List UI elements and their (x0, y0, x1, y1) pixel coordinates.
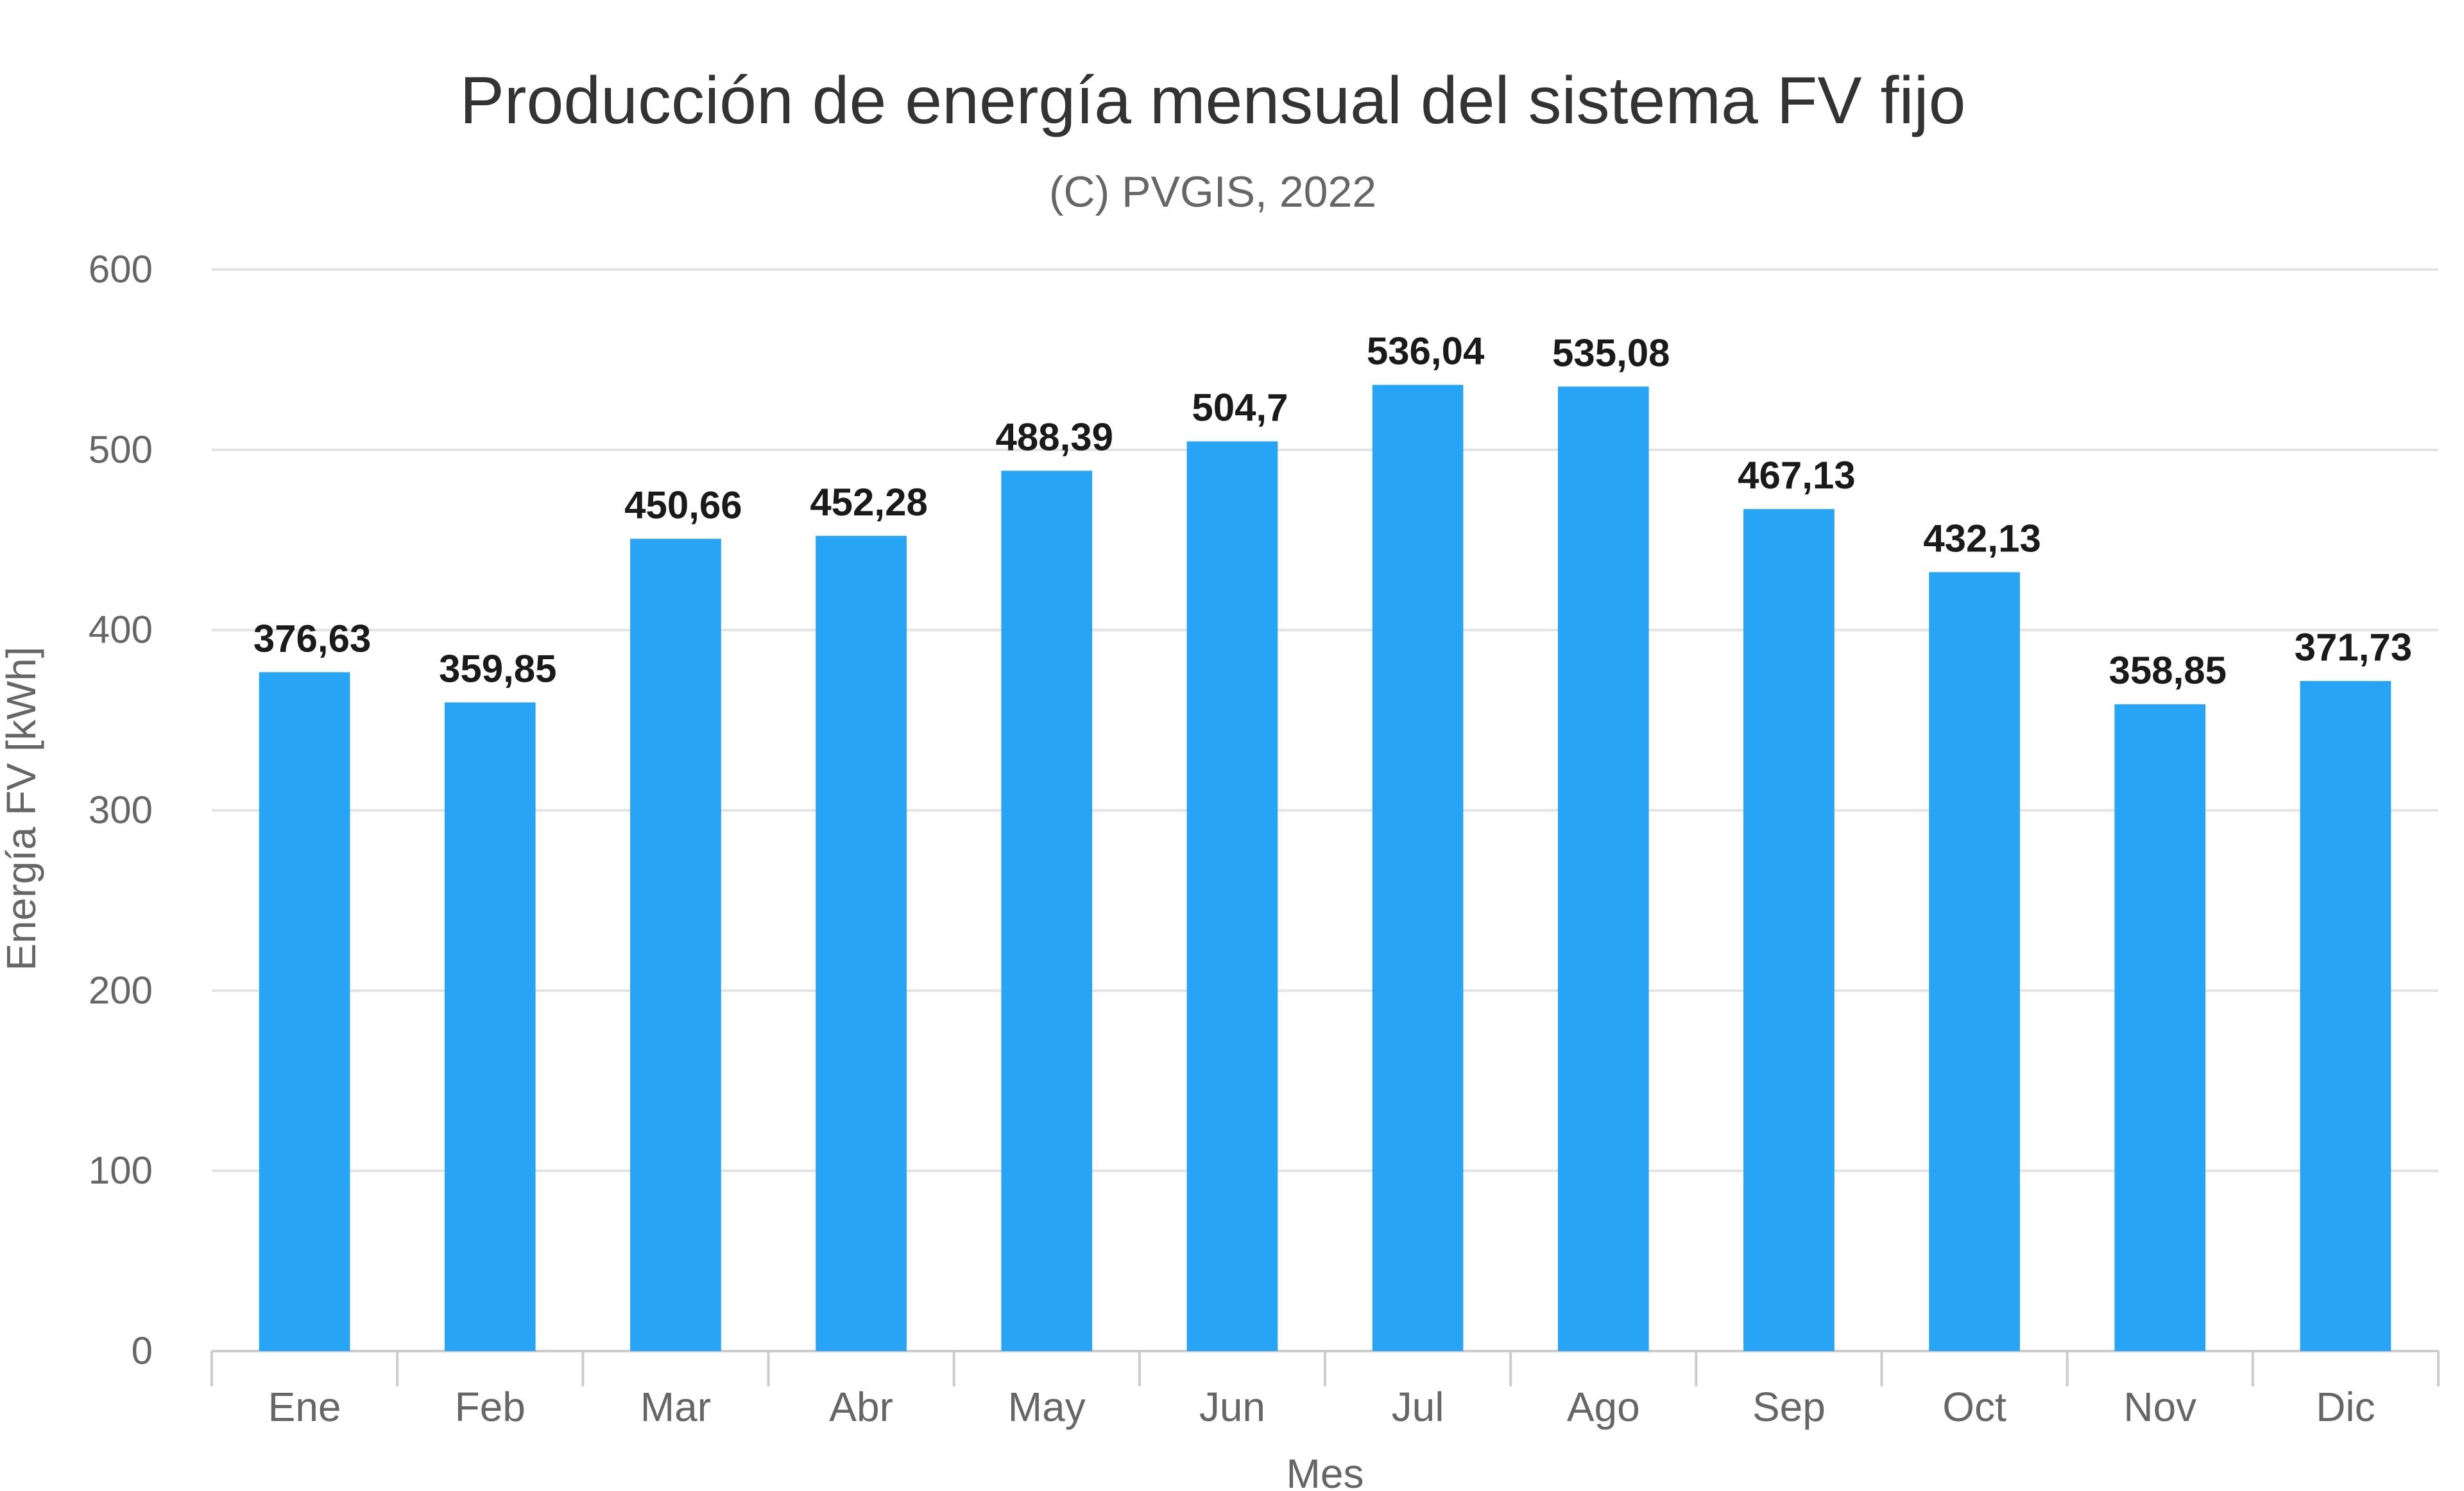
x-tick-label-may: May (1008, 1384, 1086, 1430)
bar-may (1001, 470, 1093, 1351)
data-label-dic: 371,73 (2295, 626, 2413, 669)
y-tick-label: 600 (89, 248, 153, 291)
x-tick-label-abr: Abr (829, 1384, 893, 1430)
data-label-sep: 467,13 (1738, 454, 1856, 497)
chart-title: Producción de energía mensual del sistem… (459, 64, 1965, 138)
data-label-ago: 535,08 (1552, 331, 1670, 374)
x-tick-label-ene: Ene (268, 1384, 341, 1430)
data-label-abr: 452,28 (810, 481, 928, 524)
data-label-mar: 450,66 (624, 483, 742, 526)
y-axis-ticks: 0 100 200 300 400 500 600 (89, 248, 153, 1372)
x-tick-label-sep: Sep (1752, 1384, 1826, 1430)
data-label-may: 488,39 (995, 415, 1113, 458)
x-tick-label-oct: Oct (1942, 1384, 2006, 1430)
y-tick-label: 500 (89, 428, 153, 471)
x-axis-ticks: Ene Feb Mar Abr May Jun Jul Ago Sep Oct Nov Dic (210, 1351, 2440, 1430)
data-label-ene: 376,63 (253, 617, 372, 660)
y-tick-label: 0 (132, 1329, 153, 1372)
data-label-jul: 536,04 (1367, 330, 1485, 373)
bar-ago (1557, 386, 1649, 1351)
bar-nov (2114, 704, 2206, 1351)
x-tick-label-jul: Jul (1392, 1384, 1444, 1430)
x-axis-label: Mes (1287, 1451, 1364, 1491)
bar-feb (444, 702, 536, 1351)
y-tick-label: 100 (89, 1149, 153, 1192)
bars (259, 384, 2391, 1352)
bar-mar (630, 539, 721, 1351)
data-label-jun: 504,7 (1192, 386, 1288, 429)
x-tick-label-ago: Ago (1567, 1384, 1640, 1430)
y-tick-label: 400 (89, 608, 153, 651)
x-tick-label-jun: Jun (1199, 1384, 1265, 1430)
bar-oct (1929, 572, 2020, 1351)
x-tick-label-nov: Nov (2123, 1384, 2196, 1430)
bar-dic (2300, 681, 2391, 1351)
data-label-feb: 359,85 (439, 647, 557, 690)
y-axis-label: Energía FV [kWh] (0, 646, 44, 970)
gridlines (212, 268, 2438, 1352)
x-tick-label-feb: Feb (455, 1384, 526, 1430)
y-tick-label: 300 (89, 789, 153, 832)
x-tick-label-mar: Mar (640, 1384, 711, 1430)
data-label-oct: 432,13 (1923, 517, 2041, 560)
bar-ene (259, 672, 350, 1351)
bar-jun (1186, 441, 1278, 1351)
chart-subtitle: (C) PVGIS, 2022 (1049, 168, 1376, 216)
data-label-nov: 358,85 (2109, 649, 2227, 692)
data-labels: 376,63 359,85 450,66 452,28 488,39 504,7 536,0… (253, 330, 2412, 693)
x-tick-label-dic: Dic (2316, 1384, 2375, 1430)
bar-sep (1743, 509, 1835, 1351)
bar-abr (816, 535, 907, 1352)
bar-jul (1372, 384, 1464, 1351)
y-tick-label: 200 (89, 969, 153, 1012)
